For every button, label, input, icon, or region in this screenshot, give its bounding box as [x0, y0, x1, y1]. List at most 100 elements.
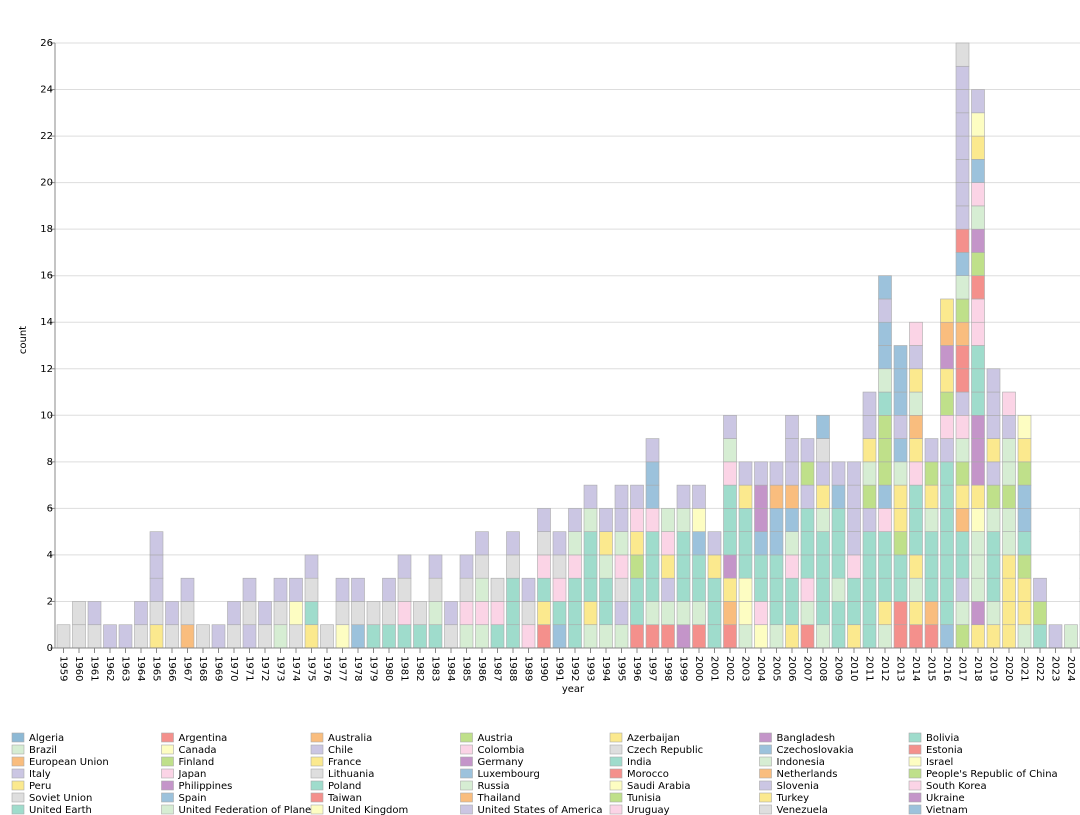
bar-segment	[955, 182, 970, 207]
bar-segment	[909, 368, 923, 393]
bar-segment	[831, 508, 846, 532]
bar-segment	[723, 577, 737, 602]
x-tick-label: 2013	[895, 656, 906, 681]
bar-segment	[955, 461, 970, 486]
legend-label: Philippines	[179, 781, 233, 792]
bar-segment	[227, 624, 241, 649]
bar-segment	[1017, 577, 1032, 602]
bar-segment	[955, 368, 970, 393]
bar-segment	[816, 438, 830, 463]
bar-segment	[940, 298, 954, 323]
bar-segment	[878, 461, 892, 486]
bar-segment	[583, 601, 598, 626]
bar-segment	[940, 368, 954, 393]
bar-segment	[521, 624, 536, 649]
legend-label: Algeria	[29, 733, 64, 744]
bar-segment	[614, 577, 629, 602]
bar-segment	[893, 624, 908, 649]
bar-segment	[661, 601, 675, 626]
bar-segment	[971, 298, 985, 323]
bar-segment	[893, 508, 908, 532]
legend-swatch	[460, 756, 473, 767]
bar-segment	[971, 368, 985, 393]
bar-segment	[955, 484, 970, 509]
x-tick-label: 1968	[197, 656, 208, 681]
bar-segment	[661, 577, 675, 602]
bar-segment	[909, 577, 923, 602]
legend-swatch	[11, 744, 25, 755]
legend-swatch	[609, 768, 623, 779]
bar-segment	[971, 321, 985, 346]
legend-swatch	[161, 780, 174, 791]
bar-segment	[1017, 415, 1032, 439]
bar-segment	[971, 624, 985, 649]
x-tick-label: 1991	[554, 656, 565, 681]
bar-segment	[1002, 577, 1016, 602]
legend: Algeria Argentina Australia Austria Azerbaij…	[11, 732, 1058, 815]
bar-segment	[738, 508, 753, 532]
bar-segment	[785, 415, 799, 439]
bar-segment	[800, 624, 815, 649]
legend-label: United Earth	[29, 805, 92, 815]
bar-segment	[955, 554, 970, 579]
x-tick-label: 2009	[833, 656, 844, 681]
x-tick-label: 2022	[1034, 656, 1045, 681]
x-tick-label: 2012	[879, 656, 890, 681]
bar-segment	[800, 554, 815, 579]
bar-segment	[816, 601, 830, 626]
bar-segment	[1033, 577, 1047, 602]
legend-label: Lithuania	[328, 769, 374, 780]
bar-segment	[785, 531, 799, 556]
bar-segment	[723, 508, 737, 532]
bar-segment	[738, 554, 753, 579]
y-tick-label: 22	[40, 131, 53, 142]
y-tick-label: 8	[47, 457, 53, 468]
bar-segment	[862, 438, 877, 463]
bar-segment	[428, 601, 443, 626]
bar-segment	[769, 531, 784, 556]
x-tick-label: 1992	[569, 656, 580, 681]
x-tick-label: 2001	[709, 656, 720, 681]
bar-segment	[1002, 484, 1016, 509]
legend-label: United Kingdom	[328, 805, 408, 815]
x-tick-label: 1980	[383, 656, 394, 681]
legend-label: Taiwan	[327, 793, 362, 804]
legend-swatch	[460, 732, 473, 743]
x-tick-label: 1993	[585, 656, 596, 681]
bar-segment	[893, 368, 908, 393]
bar-segment	[971, 159, 985, 183]
bar-segment	[878, 391, 892, 416]
bar-segment	[459, 624, 474, 649]
bar-segment	[72, 624, 86, 649]
bar-segment	[862, 624, 877, 649]
bar-segment	[521, 577, 536, 602]
x-tick-label: 1996	[631, 656, 642, 681]
bar-segment	[630, 601, 644, 626]
bar-segment	[955, 438, 970, 463]
y-tick-label: 24	[40, 85, 53, 96]
bar-segment	[1017, 554, 1032, 579]
y-tick-label: 4	[47, 550, 53, 561]
bar-segment	[599, 577, 613, 602]
bar-segment	[862, 415, 877, 439]
bar-segment	[785, 577, 799, 602]
bar-segment	[723, 554, 737, 579]
bar-segment	[986, 415, 1001, 439]
bar-segment	[165, 601, 179, 626]
bar-segment	[692, 577, 706, 602]
bar-segment	[428, 624, 443, 649]
bar-segment	[537, 508, 551, 532]
bar-segment	[1002, 438, 1016, 463]
grid-lines	[55, 42, 1080, 602]
x-tick-label: 1989	[523, 656, 534, 681]
bar-segment	[909, 508, 923, 532]
bar-segment	[1002, 554, 1016, 579]
bar-segment	[599, 554, 613, 579]
bar-segment	[940, 321, 954, 346]
legend-label: Venezuela	[777, 805, 828, 815]
legend-label: Peru	[29, 781, 51, 792]
bar-segment	[351, 577, 365, 602]
bar-segment	[180, 624, 195, 649]
legend-label: South Korea	[926, 781, 987, 792]
